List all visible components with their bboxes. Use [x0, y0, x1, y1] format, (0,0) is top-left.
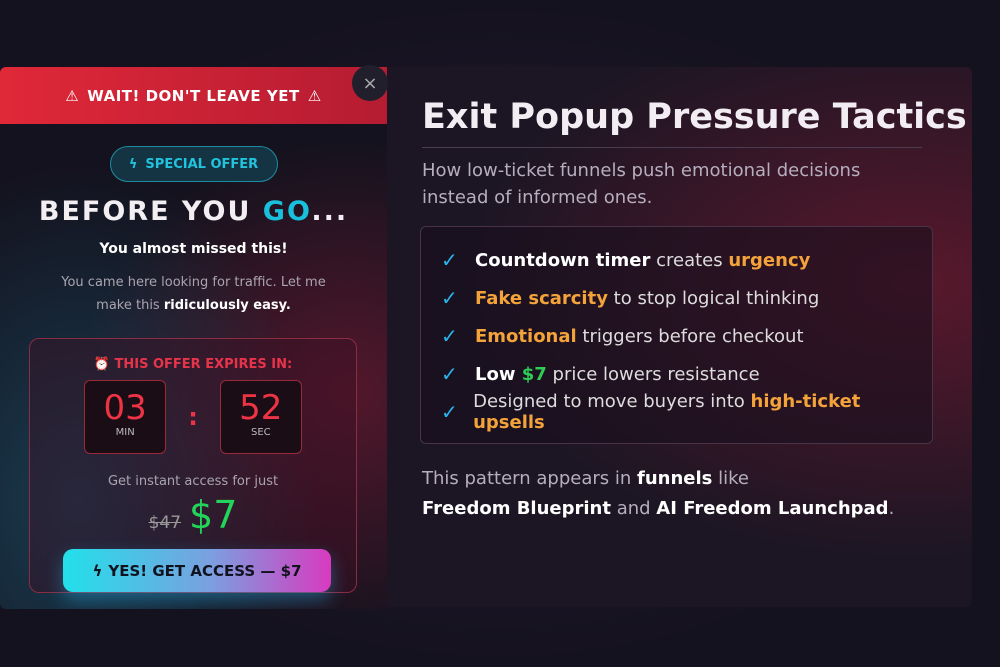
seconds-label: SEC — [250, 427, 271, 438]
heading-part: ... — [311, 196, 349, 227]
item-text: triggers before checkout — [576, 325, 804, 347]
close-button[interactable]: × — [352, 65, 388, 101]
minutes-value: 03 — [103, 388, 147, 428]
panel-footer: This pattern appears in funnels like Fre… — [422, 464, 894, 524]
expires-text: THIS OFFER EXPIRES IN: — [114, 357, 293, 372]
lightning-icon: ϟ — [92, 561, 103, 580]
list-item: ✓ Designed to move buyers into high-ticke… — [441, 391, 912, 433]
footer-bold: AI Freedom Launchpad — [656, 498, 889, 519]
minutes-label: MIN — [115, 427, 135, 438]
new-price: $7 — [189, 493, 238, 537]
panel-lead: How low-ticket funnels push emotional de… — [422, 160, 861, 208]
footer-text: like — [712, 468, 749, 489]
warning-icon: ⚠ — [307, 86, 322, 105]
get-access-button[interactable]: ϟ YES! GET ACCESS — $7 — [63, 549, 331, 592]
special-offer-badge: ϟ SPECIAL OFFER — [109, 146, 278, 182]
panel-title: Exit Popup Pressure Tactics — [422, 97, 967, 137]
old-price: $47 — [148, 513, 182, 533]
popup-description: You came here looking for traffic. Let m… — [0, 271, 387, 317]
item-text: creates — [650, 249, 729, 271]
footer-bold: funnels — [636, 468, 713, 489]
timer-colon: : — [188, 403, 198, 431]
minutes-box: 03 MIN — [84, 380, 167, 454]
price: $47 $7 — [30, 493, 356, 537]
access-text: Get instant access for just — [107, 474, 279, 489]
check-icon: ✓ — [441, 362, 458, 386]
cta-label: YES! GET ACCESS — $7 — [108, 561, 302, 580]
popup-heading: BEFORE YOU GO... — [0, 196, 387, 227]
badge-text: SPECIAL OFFER — [145, 156, 259, 172]
banner-text: WAIT! DON'T LEAVE YET — [87, 86, 300, 105]
item-highlight: high-ticket upsells — [473, 391, 861, 433]
item-price: $7 — [521, 363, 547, 385]
close-icon: × — [362, 72, 378, 94]
expires-label: ⏰ THIS OFFER EXPIRES IN: — [30, 357, 356, 372]
lightning-icon: ϟ — [128, 156, 138, 172]
check-icon: ✓ — [441, 324, 458, 348]
footer-bold: Freedom Blueprint — [422, 498, 611, 519]
check-icon: ✓ — [441, 286, 458, 310]
desc-bold: ridiculously easy. — [163, 298, 291, 313]
footer-text: and — [610, 498, 657, 519]
tactics-list: ✓ Countdown timer creates urgency ✓ Fake s… — [420, 226, 933, 444]
list-item: ✓ Emotional triggers before checkout — [441, 317, 912, 355]
item-text: price lowers resistance — [546, 363, 760, 385]
divider — [422, 147, 922, 148]
warning-icon: ⚠ — [65, 86, 80, 105]
heading-part: BEFORE YOU — [38, 196, 263, 227]
check-icon: ✓ — [441, 400, 458, 424]
countdown-timer: 03 MIN : 52 SEC — [30, 380, 356, 454]
offer-box: ⏰ THIS OFFER EXPIRES IN: 03 MIN : 52 SEC G… — [29, 338, 357, 593]
item-bold: Countdown timer — [475, 249, 651, 271]
footer-text: This pattern appears in — [422, 468, 637, 489]
popup-subheading: You almost missed this! — [99, 241, 288, 257]
list-item: ✓ Low $7 price lowers resistance — [441, 355, 912, 393]
seconds-value: 52 — [239, 388, 283, 428]
item-bold: Low — [475, 363, 522, 385]
heading-highlight: GO — [262, 196, 312, 227]
exit-popup: ⚠ WAIT! DON'T LEAVE YET ⚠ ϟ SPECIAL OFFE… — [0, 67, 387, 609]
list-item: ✓ Fake scarcity to stop logical thinking — [441, 279, 912, 317]
item-text: Designed to move buyers into — [473, 391, 751, 412]
item-highlight: urgency — [728, 249, 811, 271]
desc-text: You came here looking for traffic. Let m… — [61, 275, 326, 313]
alarm-clock-icon: ⏰ — [93, 357, 110, 372]
check-icon: ✓ — [441, 248, 458, 272]
footer-text: . — [888, 498, 895, 519]
item-text: to stop logical thinking — [607, 287, 820, 309]
seconds-box: 52 SEC — [219, 380, 302, 454]
item-highlight: Fake scarcity — [475, 287, 608, 309]
item-highlight: Emotional — [475, 325, 577, 347]
info-panel: Exit Popup Pressure Tactics How low-tick… — [387, 67, 972, 607]
warning-banner: ⚠ WAIT! DON'T LEAVE YET ⚠ — [0, 67, 387, 124]
list-item: ✓ Countdown timer creates urgency — [441, 241, 912, 279]
